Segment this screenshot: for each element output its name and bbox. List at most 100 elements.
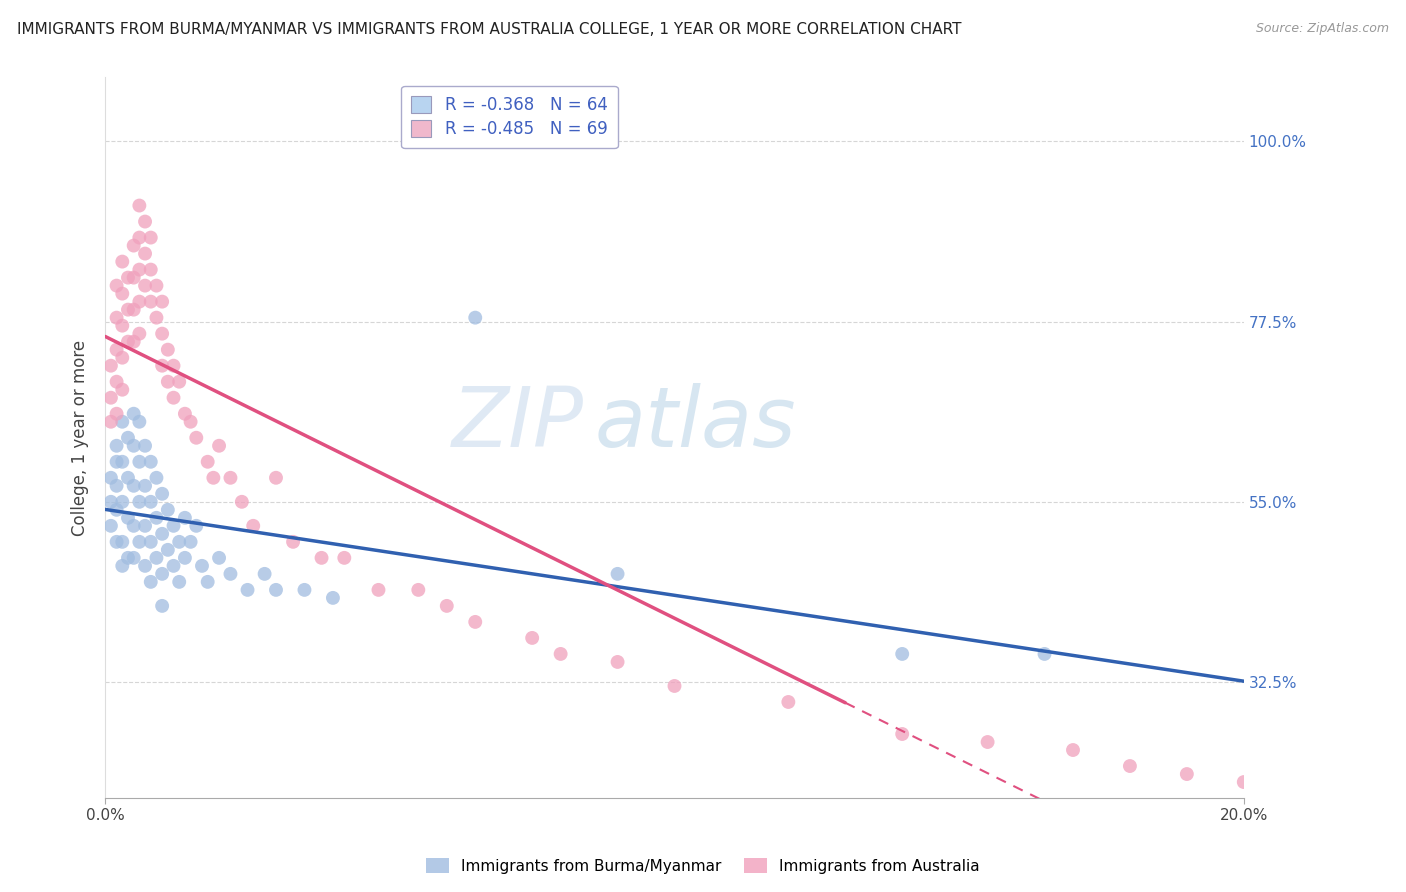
Point	[111, 286, 134, 301]
Point	[105, 407, 128, 421]
Point	[134, 278, 156, 293]
Point	[128, 455, 150, 469]
Legend: Immigrants from Burma/Myanmar, Immigrants from Australia: Immigrants from Burma/Myanmar, Immigrant…	[420, 852, 986, 880]
Point	[150, 566, 173, 581]
Point	[150, 599, 173, 613]
Point	[208, 550, 231, 565]
Point	[1175, 767, 1198, 781]
Point	[150, 326, 173, 341]
Point	[128, 294, 150, 309]
Point	[1233, 775, 1256, 789]
Point	[174, 511, 197, 525]
Point	[156, 375, 179, 389]
Point	[122, 238, 145, 252]
Point	[167, 534, 190, 549]
Point	[145, 310, 167, 325]
Point	[464, 310, 486, 325]
Point	[122, 334, 145, 349]
Point	[139, 230, 162, 244]
Point	[128, 326, 150, 341]
Point	[117, 270, 139, 285]
Point	[242, 518, 264, 533]
Legend: R = -0.368   N = 64, R = -0.485   N = 69: R = -0.368 N = 64, R = -0.485 N = 69	[401, 86, 617, 148]
Point	[100, 518, 122, 533]
Point	[139, 534, 162, 549]
Point	[150, 294, 173, 309]
Point	[105, 278, 128, 293]
Point	[606, 655, 628, 669]
Point	[117, 550, 139, 565]
Point	[139, 455, 162, 469]
Point	[105, 310, 128, 325]
Point	[139, 495, 162, 509]
Point	[145, 511, 167, 525]
Text: ZIP: ZIP	[451, 383, 583, 464]
Point	[100, 471, 122, 485]
Point	[436, 599, 458, 613]
Point	[180, 415, 202, 429]
Point	[117, 302, 139, 317]
Point	[134, 246, 156, 260]
Point	[134, 479, 156, 493]
Point	[664, 679, 686, 693]
Point	[186, 518, 208, 533]
Point	[522, 631, 544, 645]
Point	[128, 198, 150, 212]
Point	[156, 542, 179, 557]
Point	[219, 566, 242, 581]
Point	[145, 278, 167, 293]
Point	[333, 550, 356, 565]
Point	[139, 262, 162, 277]
Point	[162, 391, 184, 405]
Point	[219, 471, 242, 485]
Point	[264, 582, 287, 597]
Point	[105, 343, 128, 357]
Text: atlas: atlas	[595, 383, 796, 464]
Point	[111, 534, 134, 549]
Point	[111, 455, 134, 469]
Point	[253, 566, 276, 581]
Point	[100, 359, 122, 373]
Point	[174, 407, 197, 421]
Point	[281, 534, 304, 549]
Point	[111, 383, 134, 397]
Point	[264, 471, 287, 485]
Point	[139, 294, 162, 309]
Point	[111, 318, 134, 333]
Point	[105, 503, 128, 517]
Point	[174, 550, 197, 565]
Point	[122, 518, 145, 533]
Point	[134, 214, 156, 228]
Point	[122, 302, 145, 317]
Point	[778, 695, 800, 709]
Y-axis label: College, 1 year or more: College, 1 year or more	[72, 340, 89, 536]
Point	[311, 550, 333, 565]
Point	[111, 254, 134, 268]
Point	[105, 534, 128, 549]
Point	[105, 479, 128, 493]
Point	[294, 582, 316, 597]
Point	[100, 415, 122, 429]
Point	[156, 503, 179, 517]
Point	[122, 479, 145, 493]
Point	[1033, 647, 1056, 661]
Point	[122, 550, 145, 565]
Point	[128, 230, 150, 244]
Point	[202, 471, 225, 485]
Point	[236, 582, 259, 597]
Point	[191, 558, 214, 573]
Point	[117, 471, 139, 485]
Point	[322, 591, 344, 605]
Point	[197, 455, 219, 469]
Point	[100, 495, 122, 509]
Point	[145, 471, 167, 485]
Point	[150, 359, 173, 373]
Point	[139, 574, 162, 589]
Point	[606, 566, 628, 581]
Point	[167, 375, 190, 389]
Point	[111, 415, 134, 429]
Point	[122, 439, 145, 453]
Point	[105, 439, 128, 453]
Point	[1119, 759, 1142, 773]
Point	[128, 495, 150, 509]
